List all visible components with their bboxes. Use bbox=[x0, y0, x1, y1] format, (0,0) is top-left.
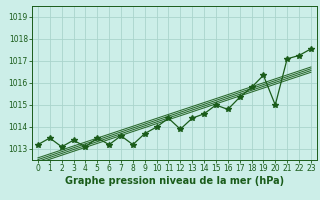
X-axis label: Graphe pression niveau de la mer (hPa): Graphe pression niveau de la mer (hPa) bbox=[65, 176, 284, 186]
